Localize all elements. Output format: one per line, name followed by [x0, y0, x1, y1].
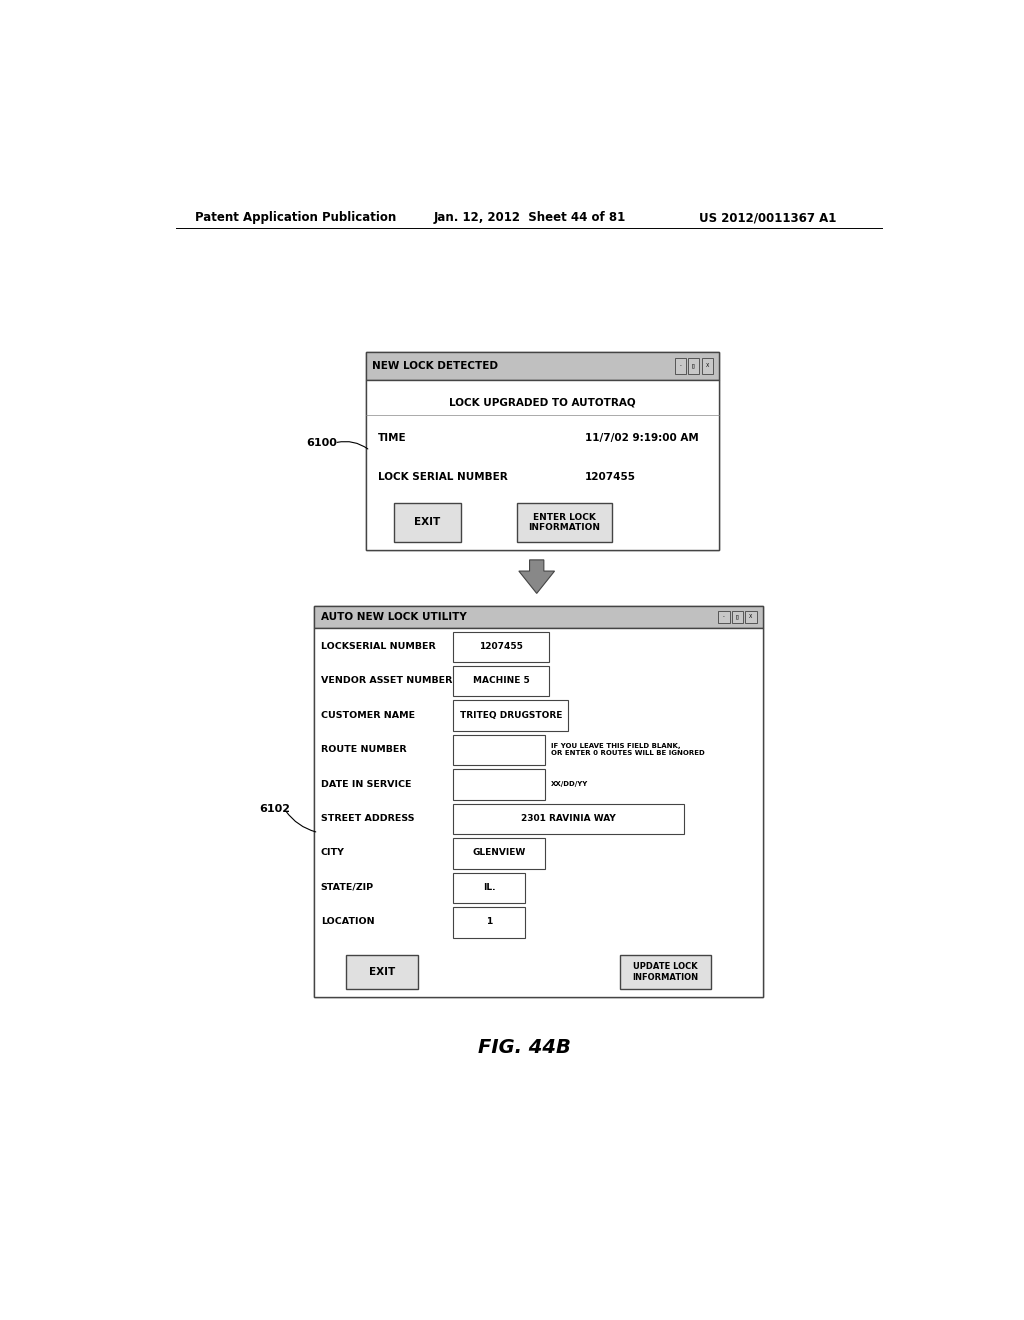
Text: FIG. 44B: FIG. 44B: [478, 1039, 571, 1057]
Text: LOCK UPGRADED TO AUTOTRAQ: LOCK UPGRADED TO AUTOTRAQ: [450, 397, 636, 408]
Polygon shape: [519, 560, 555, 594]
Bar: [454, 907, 524, 937]
Text: IF YOU LEAVE THIS FIELD BLANK,
OR ENTER 0 ROUTES WILL BE IGNORED: IF YOU LEAVE THIS FIELD BLANK, OR ENTER …: [551, 743, 705, 756]
Bar: [719, 611, 729, 623]
Text: STREET ADDRESS: STREET ADDRESS: [321, 814, 415, 822]
Bar: [454, 701, 568, 731]
Bar: [454, 873, 524, 903]
Text: TIME: TIME: [378, 433, 407, 444]
Bar: [701, 358, 713, 374]
Bar: [314, 606, 763, 997]
Text: VENDOR ASSET NUMBER: VENDOR ASSET NUMBER: [321, 676, 453, 685]
Bar: [454, 838, 545, 869]
Bar: [675, 358, 686, 374]
Text: GLENVIEW: GLENVIEW: [472, 849, 525, 858]
Text: Jan. 12, 2012  Sheet 44 of 81: Jan. 12, 2012 Sheet 44 of 81: [433, 211, 626, 224]
Text: X: X: [706, 363, 709, 368]
Text: TRITEQ DRUGSTORE: TRITEQ DRUGSTORE: [460, 710, 562, 719]
Bar: [346, 956, 418, 989]
Text: IL.: IL.: [483, 883, 496, 892]
Bar: [394, 503, 462, 541]
Text: -: -: [723, 614, 725, 619]
Bar: [314, 628, 763, 997]
Text: 1: 1: [486, 917, 493, 927]
Bar: [314, 606, 763, 628]
Bar: [454, 804, 684, 834]
Text: EXIT: EXIT: [369, 968, 395, 977]
Text: CITY: CITY: [321, 849, 345, 858]
Bar: [367, 351, 719, 549]
Text: LOCKSERIAL NUMBER: LOCKSERIAL NUMBER: [321, 642, 435, 651]
Bar: [454, 631, 549, 663]
Text: CUSTOMER NAME: CUSTOMER NAME: [321, 710, 415, 719]
Bar: [688, 358, 699, 374]
Text: []: []: [692, 363, 695, 368]
Bar: [367, 380, 719, 549]
Text: ENTER LOCK
INFORMATION: ENTER LOCK INFORMATION: [528, 512, 600, 532]
Text: DATE IN SERVICE: DATE IN SERVICE: [321, 780, 412, 788]
Bar: [454, 667, 549, 697]
Text: AUTO NEW LOCK UTILITY: AUTO NEW LOCK UTILITY: [321, 611, 467, 622]
Text: X: X: [750, 614, 753, 619]
Bar: [620, 956, 712, 989]
Text: US 2012/0011367 A1: US 2012/0011367 A1: [699, 211, 837, 224]
Bar: [745, 611, 757, 623]
Text: LOCK SERIAL NUMBER: LOCK SERIAL NUMBER: [378, 471, 508, 482]
Text: -: -: [680, 363, 681, 368]
Bar: [367, 351, 719, 380]
Bar: [517, 503, 612, 541]
Text: 1207455: 1207455: [585, 471, 636, 482]
Text: 2301 RAVINIA WAY: 2301 RAVINIA WAY: [521, 814, 615, 822]
Text: EXIT: EXIT: [415, 517, 440, 527]
Bar: [732, 611, 743, 623]
Text: XX/DD/YY: XX/DD/YY: [551, 781, 588, 787]
Bar: [454, 770, 545, 800]
Text: MACHINE 5: MACHINE 5: [473, 676, 529, 685]
Text: 1207455: 1207455: [479, 642, 523, 651]
Text: LOCATION: LOCATION: [321, 917, 375, 927]
Text: STATE/ZIP: STATE/ZIP: [321, 883, 374, 892]
Text: 6102: 6102: [259, 804, 290, 814]
Text: 6100: 6100: [306, 438, 338, 447]
Text: Patent Application Publication: Patent Application Publication: [196, 211, 396, 224]
Bar: [454, 735, 545, 766]
Text: NEW LOCK DETECTED: NEW LOCK DETECTED: [373, 360, 499, 371]
Text: ROUTE NUMBER: ROUTE NUMBER: [321, 744, 407, 754]
Text: 11/7/02 9:19:00 AM: 11/7/02 9:19:00 AM: [585, 433, 698, 444]
Text: []: []: [735, 614, 739, 619]
Text: UPDATE LOCK
INFORMATION: UPDATE LOCK INFORMATION: [633, 962, 698, 982]
